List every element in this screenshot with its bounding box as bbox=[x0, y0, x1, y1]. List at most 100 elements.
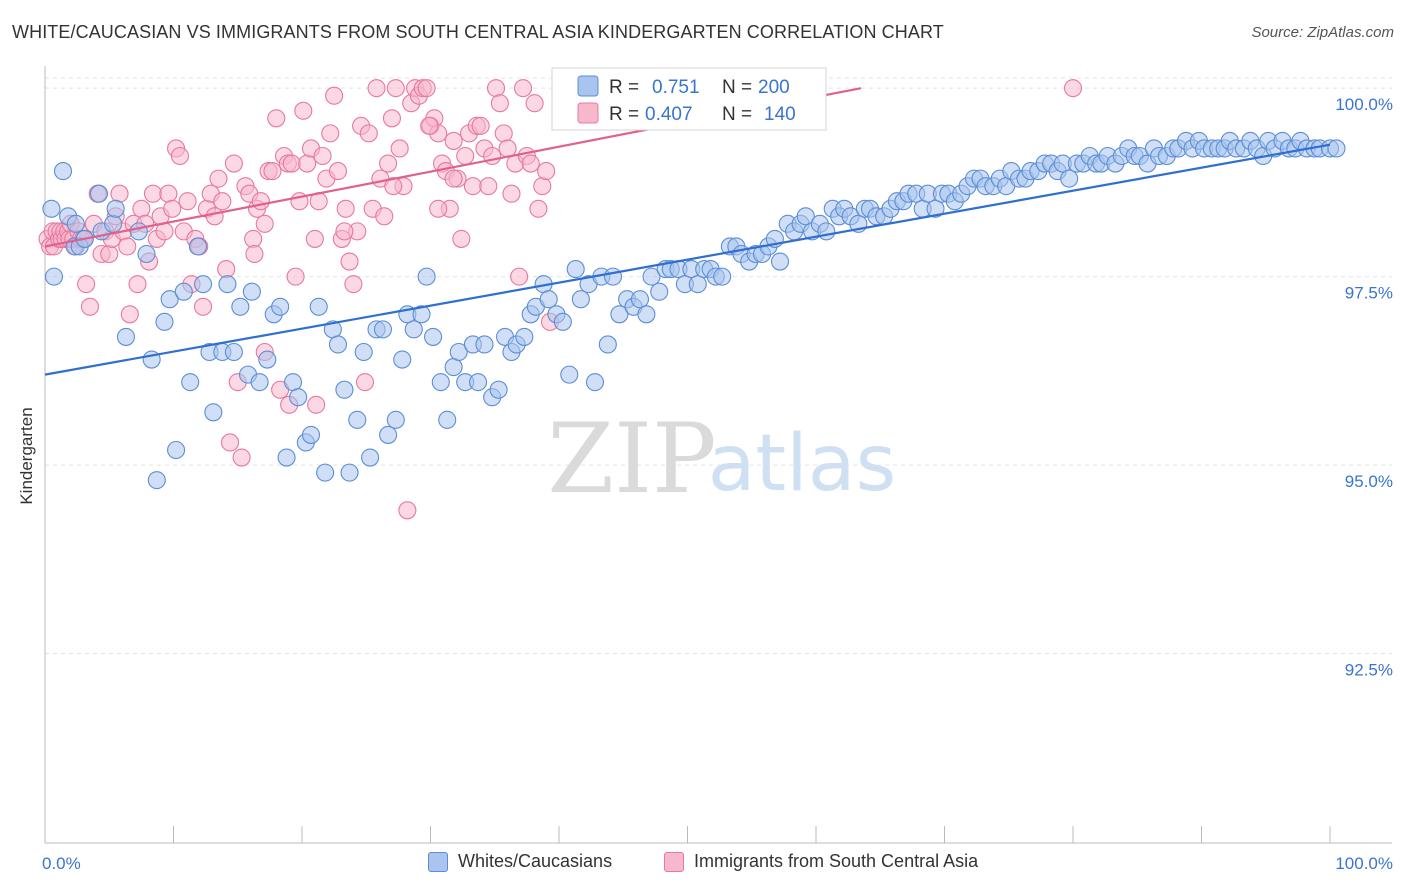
point-whites bbox=[515, 327, 534, 346]
point-whites bbox=[271, 297, 290, 316]
x-tick-label-min: 0.0% bbox=[42, 854, 81, 873]
watermark-zip: ZIP bbox=[547, 403, 716, 515]
point-immigrants bbox=[163, 199, 182, 218]
point-whites bbox=[642, 267, 661, 286]
point-whites bbox=[289, 388, 308, 407]
point-immigrants bbox=[325, 86, 344, 105]
point-immigrants bbox=[456, 146, 475, 166]
point-whites bbox=[194, 275, 213, 294]
point-whites bbox=[688, 275, 707, 294]
point-immigrants bbox=[120, 305, 139, 324]
legend-r-value: 0.407 bbox=[645, 104, 693, 125]
point-immigrants bbox=[245, 244, 264, 264]
point-whites bbox=[412, 305, 431, 324]
point-whites bbox=[181, 373, 200, 392]
point-whites bbox=[468, 373, 488, 392]
legend-label-whites: Whites/Caucasians bbox=[458, 851, 613, 871]
series-legend: Whites/Caucasians Immigrants from South … bbox=[0, 851, 1406, 879]
point-immigrants bbox=[525, 94, 544, 113]
point-immigrants bbox=[471, 116, 490, 135]
point-immigrants bbox=[382, 109, 402, 128]
point-immigrants bbox=[255, 214, 274, 233]
point-immigrants bbox=[305, 229, 324, 248]
legend-swatch-whites bbox=[428, 851, 448, 872]
point-immigrants bbox=[294, 101, 313, 120]
point-whites bbox=[348, 410, 367, 429]
point-immigrants bbox=[429, 199, 448, 218]
point-immigrants bbox=[355, 373, 375, 392]
point-immigrants bbox=[232, 448, 251, 467]
point-immigrants bbox=[533, 177, 552, 196]
point-whites bbox=[204, 403, 223, 422]
point-whites bbox=[571, 290, 590, 309]
point-immigrants bbox=[328, 162, 348, 181]
legend-swatch-whites bbox=[577, 75, 599, 97]
point-immigrants bbox=[251, 192, 270, 211]
point-immigrants bbox=[340, 252, 359, 271]
point-immigrants bbox=[128, 275, 147, 294]
point-whites bbox=[44, 267, 64, 286]
point-whites bbox=[393, 350, 412, 369]
point-whites bbox=[277, 448, 296, 467]
point-immigrants bbox=[444, 131, 463, 150]
point-whites bbox=[424, 327, 443, 346]
x-tick-label-max: 100.0% bbox=[1335, 854, 1393, 873]
legend-n-label: N = bbox=[722, 77, 752, 98]
point-immigrants bbox=[217, 260, 236, 279]
point-immigrants bbox=[375, 207, 394, 226]
point-whites bbox=[444, 358, 463, 377]
point-whites bbox=[242, 282, 261, 301]
point-immigrants bbox=[118, 237, 137, 256]
point-whites bbox=[335, 380, 354, 399]
point-whites bbox=[354, 342, 373, 362]
y-tick-label: 92.5% bbox=[1345, 661, 1393, 680]
point-immigrants bbox=[513, 79, 533, 98]
axes bbox=[44, 66, 1392, 844]
legend-item-immigrants: Immigrants from South Central Asia bbox=[664, 851, 978, 872]
point-whites bbox=[316, 463, 335, 482]
point-immigrants bbox=[143, 184, 162, 203]
point-whites bbox=[361, 448, 380, 467]
point-immigrants bbox=[494, 124, 513, 143]
point-whites bbox=[796, 207, 815, 226]
point-whites bbox=[926, 199, 945, 218]
point-immigrants bbox=[307, 395, 326, 414]
point-immigrants bbox=[479, 177, 498, 196]
point-immigrants bbox=[486, 79, 506, 98]
point-immigrants bbox=[386, 79, 405, 98]
point-whites bbox=[438, 410, 457, 429]
point-immigrants bbox=[420, 116, 439, 135]
point-immigrants bbox=[205, 207, 224, 226]
point-immigrants bbox=[178, 192, 197, 211]
point-immigrants bbox=[367, 79, 386, 98]
point-immigrants bbox=[1063, 79, 1083, 98]
point-immigrants bbox=[209, 169, 228, 188]
point-immigrants bbox=[336, 199, 355, 218]
point-whites bbox=[66, 214, 85, 233]
point-immigrants bbox=[213, 192, 232, 211]
point-whites bbox=[137, 244, 156, 264]
point-whites bbox=[650, 282, 669, 301]
point-whites bbox=[610, 305, 629, 324]
y-tick-label: 95.0% bbox=[1345, 472, 1393, 491]
chart-title: WHITE/CAUCASIAN VS IMMIGRANTS FROM SOUTH… bbox=[12, 22, 944, 42]
point-whites bbox=[258, 350, 277, 369]
point-whites bbox=[301, 425, 321, 444]
point-whites bbox=[475, 335, 494, 354]
point-immigrants bbox=[286, 267, 305, 286]
legend-swatch-immigrants bbox=[664, 851, 684, 872]
point-whites bbox=[167, 440, 186, 460]
point-whites bbox=[1060, 169, 1079, 188]
point-immigrants bbox=[263, 162, 282, 181]
legend-n-label: N = bbox=[722, 104, 752, 125]
watermark-atlas: atlas bbox=[708, 419, 897, 509]
point-whites bbox=[417, 267, 436, 286]
point-whites bbox=[250, 373, 269, 392]
point-whites bbox=[566, 260, 585, 279]
point-whites bbox=[129, 222, 148, 241]
point-immigrants bbox=[390, 139, 409, 158]
point-immigrants bbox=[282, 154, 301, 173]
point-whites bbox=[340, 463, 359, 482]
legend-r-label: R = bbox=[609, 104, 639, 125]
point-whites bbox=[104, 214, 123, 233]
